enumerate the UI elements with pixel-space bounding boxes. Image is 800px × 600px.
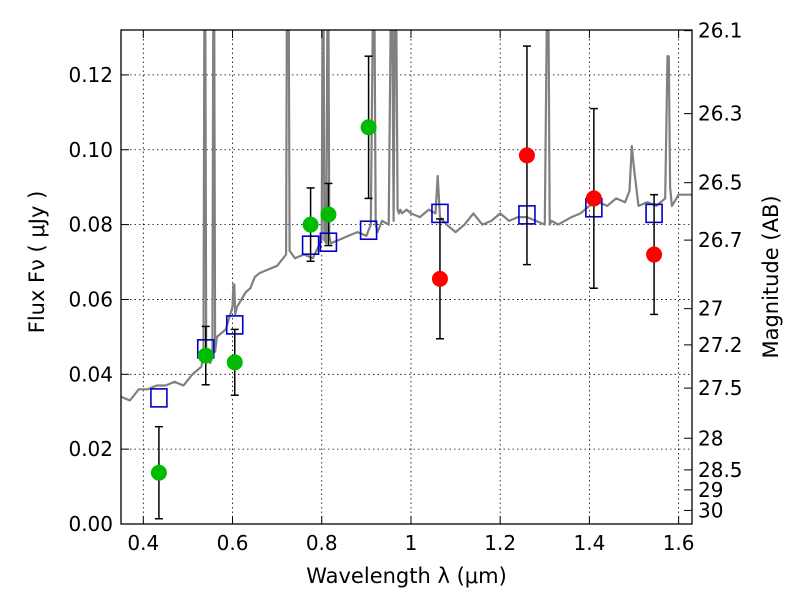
red-data-point [431, 270, 448, 287]
right-tick-label: 28.5 [698, 458, 743, 482]
y-tick-label: 0.10 [68, 138, 113, 162]
model-photometry-square [150, 388, 168, 408]
model-photometry-square [359, 220, 378, 241]
red-data-point [646, 246, 663, 263]
y-tick-label: 0.04 [68, 362, 113, 386]
right-tick-label: 30 [698, 498, 723, 522]
green-data-point [360, 119, 377, 136]
x-tick-label: 1.2 [484, 531, 516, 555]
x-tick-label: 0.6 [217, 531, 249, 555]
right-axis-label: Magnitude (AB) [759, 195, 783, 358]
x-tick-label: 1.6 [663, 531, 695, 555]
right-tick-label: 27.2 [698, 333, 743, 357]
green-data-point [150, 464, 167, 481]
x-tick-label: 1.4 [573, 531, 605, 555]
y-tick-label: 0.08 [68, 213, 113, 237]
y-tick-label: 0.06 [68, 287, 113, 311]
right-tick-label: 26.5 [698, 171, 743, 195]
y-tick-label: 0.12 [68, 63, 113, 87]
red-data-point [518, 147, 535, 164]
right-tick-label: 29 [698, 478, 723, 502]
red-data-point [585, 190, 602, 207]
plot-frame [120, 29, 693, 525]
x-tick-label: 0.4 [127, 531, 159, 555]
right-tick-label: 28 [698, 426, 723, 450]
right-tick-label: 26.3 [698, 102, 743, 126]
y-tick-label: 0.02 [68, 437, 113, 461]
plot-area [121, 30, 692, 520]
y-axis-label: Flux Fν ( μJy ) [25, 191, 49, 334]
right-tick-label: 27 [698, 297, 723, 321]
green-data-point [226, 354, 243, 371]
x-axis-label: Wavelength λ (μm) [306, 564, 507, 588]
axis-ticks: 0.4 0.6 0.8 1 1.2 1.4 1.6 0.00 0.02 0.04 0.06 0.08 0… [68, 19, 742, 555]
green-data-point [197, 347, 214, 364]
x-tick-label: 1 [405, 531, 418, 555]
x-tick-label: 0.8 [306, 531, 338, 555]
y-tick-label: 0.00 [68, 512, 113, 536]
spectrum-line [121, 30, 692, 402]
right-tick-label: 27.5 [698, 376, 743, 400]
right-tick-label: 26.7 [698, 228, 743, 252]
right-tick-label: 26.1 [698, 19, 743, 43]
green-data-point [302, 216, 319, 233]
green-data-point [320, 206, 337, 223]
